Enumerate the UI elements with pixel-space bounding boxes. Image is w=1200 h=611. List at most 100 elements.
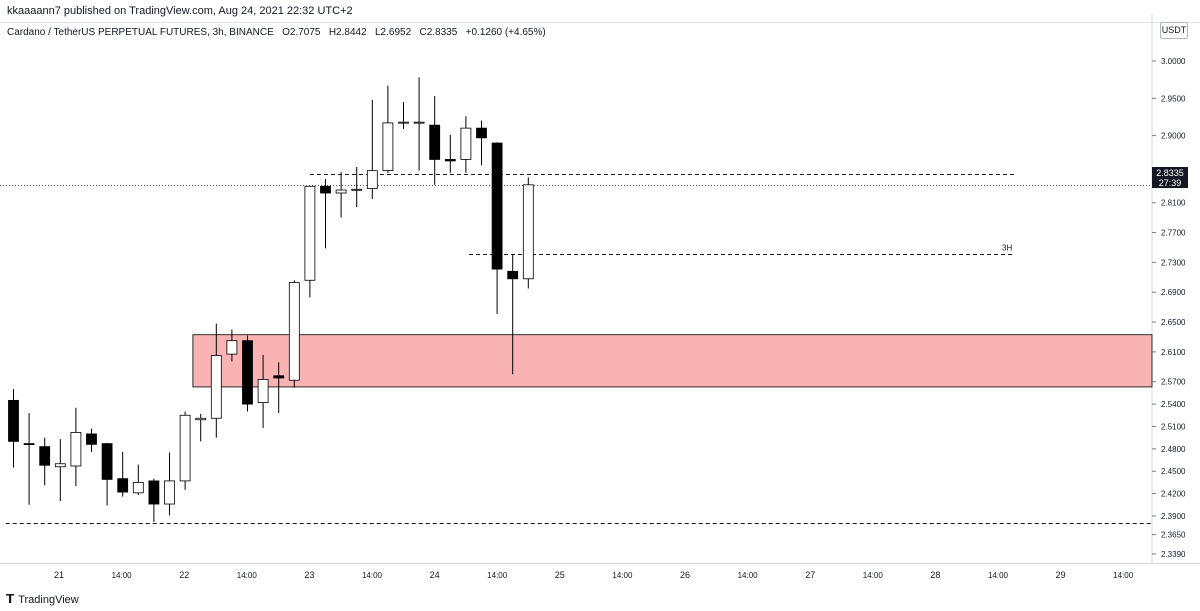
y-tick-label: 2.3650 (1161, 531, 1186, 540)
candle (23, 413, 35, 505)
candle (382, 85, 394, 173)
x-tick-label: 26 (680, 570, 690, 580)
ohlc-high: H2.8442 (328, 27, 367, 38)
candle (413, 77, 425, 171)
candle (460, 116, 472, 173)
candle (101, 442, 113, 506)
y-tick-label: 2.8100 (1161, 199, 1186, 208)
candle-body (86, 433, 97, 445)
x-tick-label: 27 (805, 570, 815, 580)
candle (132, 464, 144, 496)
candle (210, 323, 222, 438)
y-tick-label: 2.5400 (1161, 400, 1186, 409)
candle-body (210, 355, 222, 419)
candle (148, 478, 160, 522)
candle (366, 99, 378, 199)
y-tick-label: 2.3390 (1161, 550, 1186, 559)
current-price-tag: 2.8335 27:39 (1152, 167, 1188, 188)
y-tick-label: 2.7700 (1161, 229, 1186, 238)
candle-body (304, 185, 316, 281)
candle-body (273, 375, 285, 379)
candle-body (101, 443, 113, 480)
x-tick-label: 14:00 (237, 571, 258, 580)
candle-body (351, 188, 363, 191)
ohlc-change: +0.1260 (+4.65%) (465, 27, 546, 38)
candle-body (288, 282, 300, 381)
y-tick-label: 3.0000 (1161, 57, 1186, 66)
candle-body (522, 184, 534, 280)
x-tick-label: 14:00 (863, 571, 884, 580)
candle-body (242, 340, 253, 405)
candle-body (132, 481, 144, 494)
currency-button[interactable]: USDT (1160, 22, 1188, 39)
y-tick-label: 2.4200 (1161, 490, 1186, 499)
candle (320, 178, 331, 249)
candle (429, 96, 441, 185)
candle (351, 166, 363, 208)
candle-body (54, 463, 66, 468)
candle-body (70, 432, 82, 467)
candle-body (507, 270, 519, 280)
demand-zone (192, 334, 1153, 388)
y-tick-label: 2.6100 (1161, 348, 1186, 357)
candle (39, 437, 51, 486)
candle-body (476, 127, 487, 139)
candle-body (429, 124, 441, 160)
candle-body (382, 122, 394, 172)
candle (335, 172, 347, 218)
candle-body (179, 414, 191, 482)
x-tick-label: 23 (304, 570, 314, 580)
candle (70, 407, 82, 487)
candle-body (148, 480, 160, 505)
candle-body (366, 170, 378, 189)
symbol-legend: Cardano / TetherUS PERPETUAL FUTURES, 3h… (7, 27, 546, 38)
candle (8, 389, 19, 468)
y-tick-label: 2.9500 (1161, 94, 1186, 103)
symbol-title: Cardano / TetherUS PERPETUAL FUTURES, 3h… (7, 27, 274, 38)
candle (491, 142, 503, 314)
candle (476, 120, 487, 166)
footer: 𝗧 TradingView (6, 592, 79, 608)
candle (398, 102, 409, 129)
y-tick-label: 2.4500 (1161, 467, 1186, 476)
y-tick-label: 2.6500 (1161, 318, 1186, 327)
y-tick-label: 2.9000 (1161, 132, 1186, 141)
y-tick-label: 2.7300 (1161, 258, 1186, 267)
candle (257, 354, 269, 428)
candle (86, 428, 97, 452)
candle (195, 413, 207, 442)
candle (54, 439, 66, 502)
published-text: kkaaaann7 published on TradingView.com, … (7, 5, 353, 17)
x-tick-label: 14:00 (362, 571, 383, 580)
y-tick-label: 2.5100 (1161, 422, 1186, 431)
current-price-value: 2.8335 (1156, 168, 1184, 178)
candle-body (413, 121, 425, 124)
candle-body (117, 478, 129, 493)
y-tick-label: 2.3900 (1161, 512, 1186, 521)
x-tick-label: 25 (555, 570, 565, 580)
candle-body (39, 446, 51, 466)
candle-body (195, 417, 207, 421)
x-tick-label: 14:00 (487, 571, 508, 580)
candle-body (491, 142, 503, 270)
candle (444, 134, 456, 173)
candle (179, 411, 191, 490)
candle (304, 185, 316, 298)
x-tick-label: 29 (1056, 570, 1066, 580)
candle (226, 329, 238, 362)
y-tick-label: 2.6900 (1161, 288, 1186, 297)
footer-brand: TradingView (18, 594, 79, 606)
y-tick-label: 2.5700 (1161, 378, 1186, 387)
tradingview-logo-icon: 𝗧 (6, 592, 15, 606)
candle (522, 177, 534, 289)
ohlc-close: C2.8335 (419, 27, 458, 38)
candle-body (320, 185, 331, 194)
candle-body (8, 399, 19, 442)
bar-countdown: 27:39 (1158, 178, 1182, 188)
ohlc-low: L2.6952 (374, 27, 412, 38)
candle (507, 254, 519, 375)
candle (242, 335, 253, 412)
level-label: 3H (1002, 244, 1012, 253)
x-tick-label: 28 (930, 570, 940, 580)
